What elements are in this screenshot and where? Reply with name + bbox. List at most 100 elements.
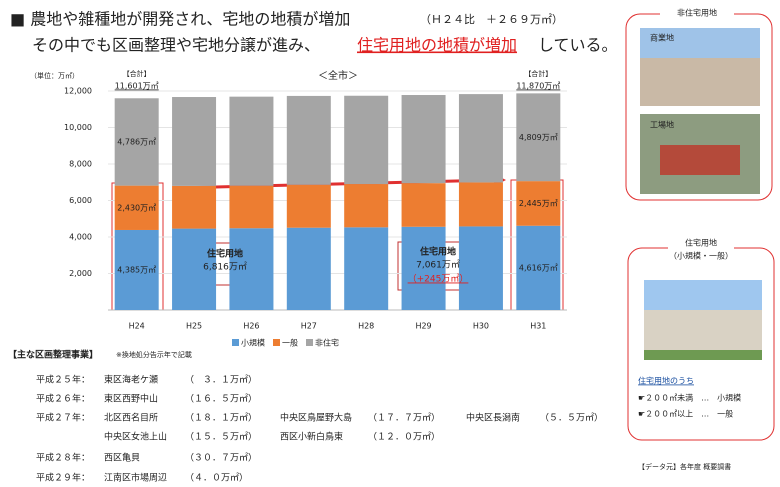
chart-title: ＜全市＞ — [318, 69, 358, 82]
note: ☛２００㎡未満 … 小規模 — [638, 393, 741, 403]
y-tick-label: 10,000 — [64, 123, 92, 132]
bar-segment — [516, 225, 561, 310]
value-label: 2,430万㎡ — [117, 203, 156, 212]
value-label: 4,385万㎡ — [117, 265, 156, 274]
x-tick-label: H27 — [301, 322, 317, 331]
photo-roofs — [660, 145, 740, 175]
headline: ■ 農地や雑種地が開発され、宅地の地積が増加 — [10, 10, 350, 29]
projects-note: ※換地処分告示年で記載 — [116, 350, 192, 359]
annotation-text: 6,816万㎡ — [203, 262, 247, 273]
trend-arrow — [175, 178, 497, 190]
x-tick-label: H26 — [243, 322, 259, 331]
photo-lawn — [644, 350, 762, 360]
y-tick-label: 8,000 — [69, 160, 92, 169]
project-name: 東区海老ケ瀬 — [104, 374, 158, 386]
photo-label: 商業地 — [650, 33, 674, 43]
legend-label: 非住宅 — [315, 338, 339, 348]
y-tick-label: 4,000 — [69, 233, 92, 242]
x-tick-label: H25 — [186, 322, 202, 331]
value-label: 4,786万㎡ — [117, 137, 156, 146]
bar-segment — [458, 226, 503, 310]
bar-segment — [344, 184, 389, 228]
value-label: 4,809万㎡ — [519, 133, 558, 142]
project-name: 北区西名目所 — [104, 412, 158, 424]
bar-segment — [114, 98, 159, 186]
total-caption: 【合計】 — [524, 69, 552, 78]
y-tick-label: 12,000 — [64, 87, 92, 96]
x-tick-label: H31 — [530, 322, 546, 331]
legend-swatch — [306, 339, 313, 346]
project-name: 中央区鳥屋野大島 — [280, 412, 352, 424]
bar-segment — [344, 227, 389, 310]
bar-segment — [516, 181, 561, 226]
projects-title: 【主な区画整理事業】 — [8, 349, 98, 361]
photo-label: 工場地 — [650, 120, 674, 130]
project-area: （１５．５万㎡） — [185, 432, 257, 443]
frame-label-bg — [660, 5, 734, 21]
bar-segment — [229, 185, 274, 229]
project-area: （１８．１万㎡） — [185, 413, 257, 424]
project-area: （１２．０万㎡） — [368, 432, 440, 443]
annotation-text: 7,061万㎡ — [416, 260, 460, 271]
project-year: 平成２８年： — [36, 452, 90, 464]
legend-label: 小規模 — [241, 338, 265, 348]
note: ☛２００㎡以上 … 一般 — [638, 409, 733, 419]
total-label: 11,870万㎡ — [516, 82, 560, 91]
project-name: 西区亀貝 — [104, 452, 140, 464]
bar-segment — [286, 184, 331, 228]
photo-sky — [640, 28, 760, 58]
project-year: 平成２９年： — [36, 472, 90, 484]
box-label: （小規模・一般） — [669, 251, 733, 261]
legend-swatch — [273, 339, 280, 346]
box-label: 非住宅用地 — [677, 8, 717, 18]
project-year: 平成２５年： — [36, 374, 90, 386]
project-area: （５．５万㎡） — [540, 413, 603, 424]
project-name: 中央区女池上山 — [104, 431, 167, 443]
source: 【データ元】各年度 概要調書 — [638, 462, 731, 471]
bar-segment — [286, 227, 331, 310]
bar-segment — [172, 228, 217, 310]
bar-segment — [114, 229, 159, 310]
note-title: 住宅用地のうち — [638, 376, 694, 386]
bar-segment — [458, 182, 503, 227]
annotation-title: 住宅用地 — [420, 246, 456, 258]
bar-segment — [172, 185, 217, 229]
annotation-title: 住宅用地 — [207, 248, 243, 260]
total-caption: 【合計】 — [123, 69, 151, 78]
project-name: 東区西野中山 — [104, 393, 158, 405]
project-year: 平成２６年： — [36, 393, 90, 405]
bar-segment — [286, 95, 331, 185]
bar-segment — [516, 93, 561, 182]
headline-note: （Ｈ２４比 ＋２６９万㎡） — [420, 13, 563, 26]
y-unit: （単位：万㎡） — [30, 71, 79, 80]
value-label: 4,616万㎡ — [519, 263, 558, 272]
bar-segment — [401, 226, 446, 310]
bar-segment — [229, 228, 274, 310]
headline: している。 — [538, 36, 618, 55]
annotation-change: （+245万㎡） — [408, 274, 469, 285]
x-tick-label: H28 — [358, 322, 374, 331]
project-year: 平成２７年： — [36, 412, 90, 424]
x-tick-label: H29 — [415, 322, 431, 331]
headline-emphasis: 住宅用地の地積が増加 — [357, 36, 517, 55]
bar-segment — [344, 95, 389, 185]
y-tick-label: 2,000 — [69, 269, 92, 278]
project-name: 中央区長潟南 — [466, 412, 520, 424]
bar-segment — [114, 185, 159, 230]
project-area: （４．０万㎡） — [185, 473, 248, 484]
headline: その中でも区画整理や宅地分譲が進み、 — [32, 36, 320, 55]
bar-segment — [229, 96, 274, 186]
x-tick-label: H24 — [129, 322, 145, 331]
frame-label-bg — [668, 234, 734, 264]
bar-segment — [458, 94, 503, 183]
legend-label: 一般 — [282, 338, 298, 348]
bar-segment — [172, 97, 217, 186]
project-area: （１７．７万㎡） — [368, 413, 440, 424]
box-label: 住宅用地 — [685, 238, 717, 248]
value-label: 2,445万㎡ — [519, 199, 558, 208]
legend-swatch — [232, 339, 239, 346]
project-name: 江南区市場周辺 — [104, 472, 167, 484]
x-tick-label: H30 — [473, 322, 489, 331]
